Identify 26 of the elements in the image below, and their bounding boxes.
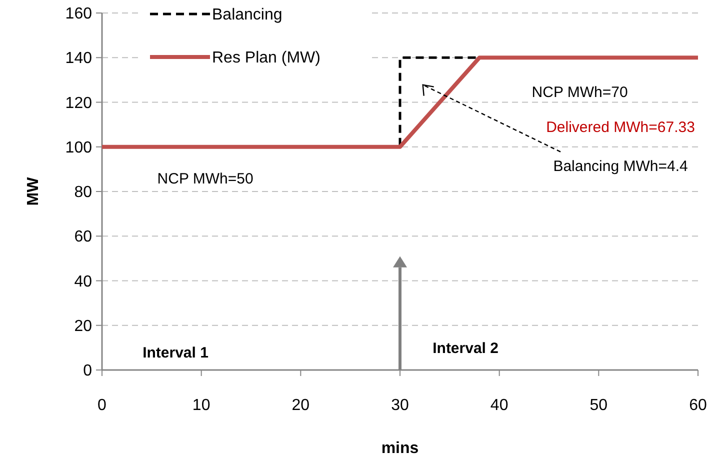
y-tick-label: 100 xyxy=(65,139,92,156)
y-tick-label: 40 xyxy=(74,273,92,290)
legend-label: Balancing xyxy=(212,6,282,24)
x-axis-title: mins xyxy=(381,440,419,457)
x-tick-label: 30 xyxy=(391,397,409,414)
annotation: NCP MWh=50 xyxy=(157,170,254,188)
annotation: Delivered MWh=67.33 xyxy=(546,119,695,136)
x-tick-label: 0 xyxy=(98,397,107,414)
annotation: Balancing MWh=4.4 xyxy=(553,158,688,176)
x-tick-label: 40 xyxy=(490,397,508,414)
x-tick-label: 60 xyxy=(689,397,707,414)
y-tick-label: 120 xyxy=(65,94,92,112)
y-tick-label: 0 xyxy=(83,362,92,380)
y-tick-label: 160 xyxy=(65,6,92,23)
y-tick-label: 60 xyxy=(74,228,92,246)
y-axis-title: MW xyxy=(25,176,42,206)
x-tick-label: 10 xyxy=(192,397,210,414)
y-tick-label: 80 xyxy=(74,184,92,202)
legend-label: Res Plan (MW) xyxy=(212,50,320,67)
x-tick-label: 50 xyxy=(590,397,608,414)
annotation: NCP MWh=70 xyxy=(532,84,628,102)
y-tick-label: 140 xyxy=(65,50,92,68)
y-tick-label: 20 xyxy=(74,318,92,335)
annotation: Interval 1 xyxy=(142,344,208,362)
x-tick-label: 20 xyxy=(292,397,310,414)
annotation: Interval 2 xyxy=(432,340,498,357)
